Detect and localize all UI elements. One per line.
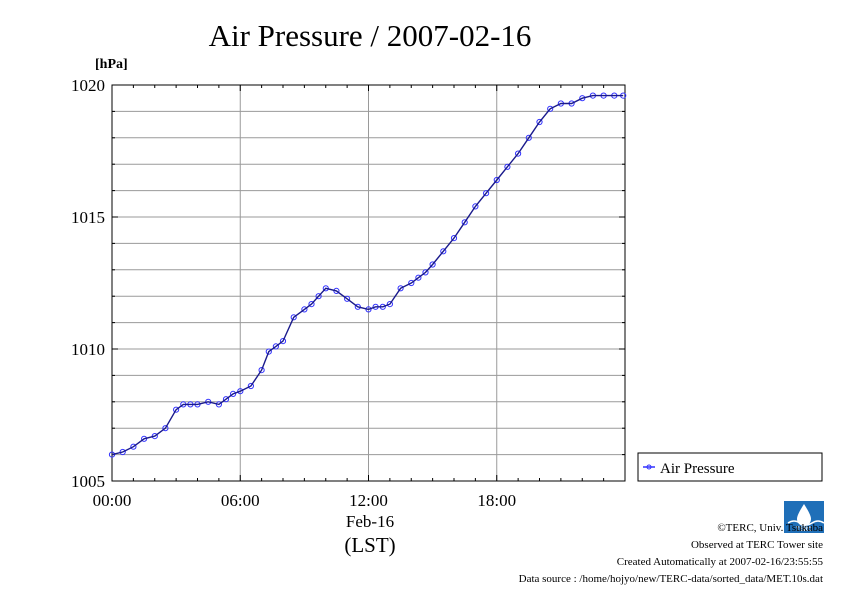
data-point [162,425,169,432]
chart-title: Air Pressure / 2007-02-16 [209,18,532,53]
y-axis: 1005 1010 1015 1020 [71,76,625,491]
y-tick-label: 1015 [71,208,105,227]
x-tick-label: 06:00 [221,491,260,510]
data-point [301,306,308,313]
observed-site-text: Observed at TERC Tower site [690,539,823,551]
data-point [493,176,500,184]
terc-logo: TERC [784,501,825,533]
data-point [483,190,490,197]
data-point [222,396,230,403]
y-tick-label: 1020 [71,76,105,95]
data-point [247,382,254,390]
data-point [440,248,447,255]
data-point [258,367,265,374]
data-point [461,219,468,226]
data-point [386,301,393,308]
data-point [422,269,429,276]
data-source-text: Data source : /home/hojyo/new/TERC-data/… [518,573,823,585]
data-point [272,343,279,350]
y-tick-label: 1005 [71,472,105,491]
data-point [429,261,436,268]
data-point [504,163,511,170]
data-point [308,301,315,308]
legend-box [637,452,823,482]
data-point [173,406,180,413]
x-tick-label: 18:00 [477,491,516,510]
data-point [315,293,322,300]
legend: Air Pressure [637,452,823,482]
data-point [536,118,543,126]
series-line-air-pressure [111,94,624,456]
grid-lines [112,85,625,481]
data-point [450,235,458,242]
data-point [237,388,244,395]
logo-text: TERC [796,527,813,533]
data-point [279,338,287,345]
data-point [344,295,351,302]
x-tick-label: 00:00 [93,491,132,510]
data-point [515,150,522,157]
data-point [525,134,532,141]
data-point [547,105,554,112]
data-point [415,274,422,281]
legend-marker [646,464,652,470]
x-axis-label: (LST) [344,533,395,557]
y-tick-label: 1010 [71,340,105,359]
data-points [108,92,627,458]
x-tick-label: 12:00 [349,491,388,510]
data-point [397,285,404,292]
data-point [472,203,479,210]
created-timestamp-text: Created Automatically at 2007-02-16/23:5… [616,556,823,568]
data-point [130,443,137,450]
legend-label: Air Pressure [660,461,735,477]
data-point [265,348,272,355]
x-axis: 00:00 06:00 12:00 18:00 [93,85,626,510]
terc-logo-icon: TERC [784,501,825,533]
data-point [408,279,415,287]
data-point [230,390,237,397]
y-unit-label: [hPa] [95,57,128,72]
x-date-label: Feb-16 [346,512,394,531]
copyright-text: ©TERC, Univ. Tsukuba [717,522,823,534]
data-point [290,314,297,321]
